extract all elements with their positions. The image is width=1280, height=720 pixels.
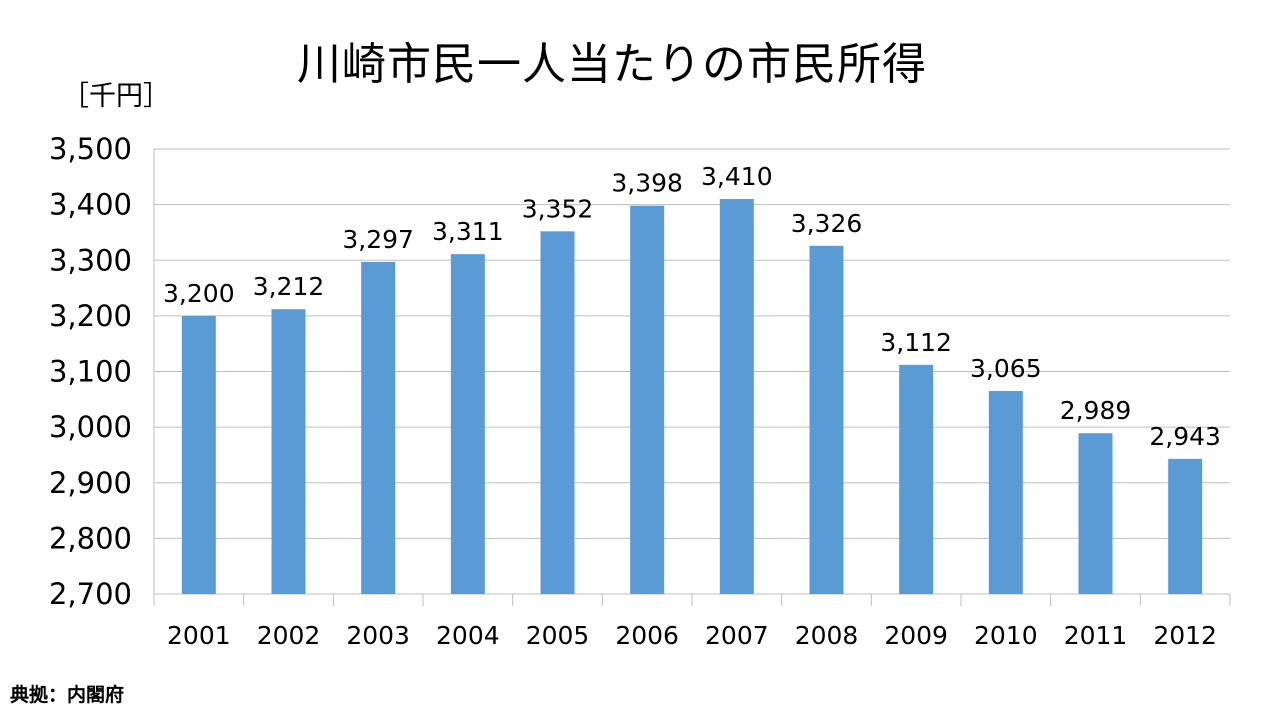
x-tick-label: 2003 <box>346 621 410 650</box>
y-tick-label: 3,100 <box>49 355 132 389</box>
data-label: 2,943 <box>1149 422 1221 451</box>
x-tick-label: 2002 <box>257 621 321 650</box>
y-tick-label: 3,300 <box>49 243 132 277</box>
data-label: 3,398 <box>611 169 683 198</box>
y-axis-unit-label: ［千円］ <box>62 81 170 112</box>
x-tick-label: 2010 <box>974 621 1038 650</box>
x-tick-label: 2011 <box>1064 621 1128 650</box>
data-label: 3,112 <box>880 328 952 357</box>
y-tick-label: 2,700 <box>49 577 132 611</box>
bar <box>271 309 306 594</box>
data-label: 3,311 <box>432 217 504 246</box>
chart-title: 川崎市民一人当たりの市民所得 <box>297 39 927 90</box>
y-tick-label: 3,400 <box>49 188 132 222</box>
y-tick-label: 3,000 <box>49 410 132 444</box>
x-tick-label: 2009 <box>884 621 948 650</box>
y-tick-label: 2,800 <box>49 521 132 555</box>
source-note: 典拠：内閣府 <box>10 684 125 706</box>
bar <box>450 254 485 594</box>
bar <box>719 199 754 594</box>
data-label: 3,352 <box>522 194 594 223</box>
bar <box>809 245 844 594</box>
x-tick-label: 2004 <box>436 621 500 650</box>
bar <box>540 231 575 594</box>
data-label: 3,212 <box>253 272 325 301</box>
y-tick-label: 3,200 <box>49 299 132 333</box>
x-tick-label: 2007 <box>705 621 769 650</box>
data-label: 3,297 <box>342 225 414 254</box>
data-label: 3,410 <box>701 162 773 191</box>
y-tick-label: 3,500 <box>49 132 132 166</box>
x-tick-label: 2001 <box>167 621 231 650</box>
bar <box>361 261 396 594</box>
bar <box>1168 458 1203 594</box>
y-tick-label: 2,900 <box>49 466 132 500</box>
x-tick-label: 2008 <box>795 621 859 650</box>
bar <box>181 315 216 594</box>
bar <box>899 364 934 594</box>
data-label: 3,065 <box>970 354 1042 383</box>
x-tick-label: 2006 <box>615 621 679 650</box>
bar <box>630 205 665 595</box>
data-label: 3,200 <box>163 279 235 308</box>
x-tick-label: 2005 <box>526 621 590 650</box>
x-tick-label: 2012 <box>1153 621 1217 650</box>
data-label: 2,989 <box>1060 396 1132 425</box>
bar <box>1078 433 1113 594</box>
bar <box>988 390 1023 594</box>
data-label: 3,326 <box>791 209 863 238</box>
